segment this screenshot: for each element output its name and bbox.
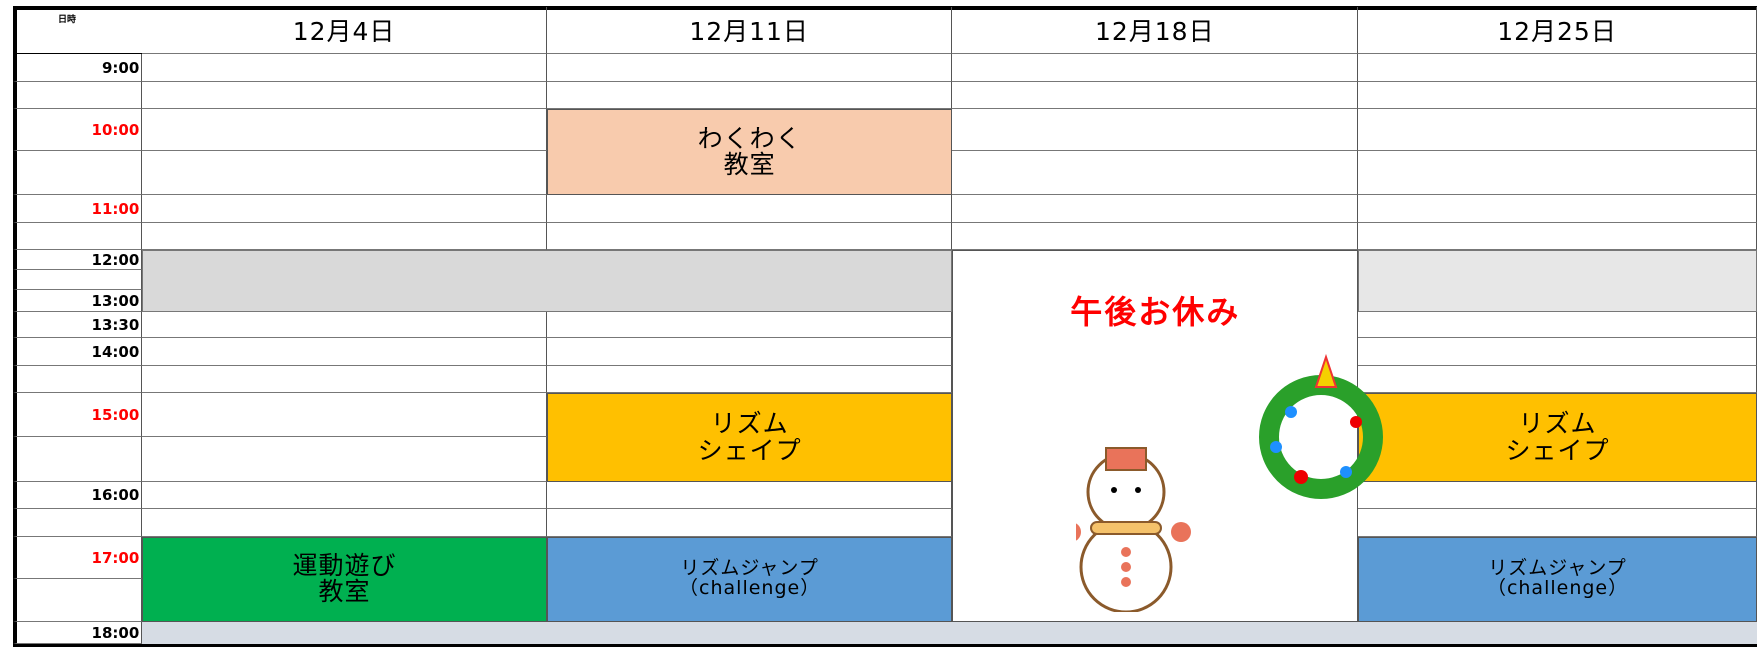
time-cell — [13, 338, 143, 367]
grid-cell — [546, 508, 953, 537]
grid-cell — [546, 222, 953, 250]
time-label: 18:00 — [91, 624, 140, 643]
time-label: 9:00 — [101, 58, 140, 77]
grid-cell — [546, 338, 953, 367]
time-cell — [13, 270, 143, 291]
event-block: わくわく 教室 — [546, 108, 953, 195]
snowman-wreath — [1060, 353, 1383, 614]
grid-cell — [546, 366, 953, 394]
time-cell — [13, 366, 143, 394]
time-cell — [13, 151, 143, 195]
time-label: 16:00 — [91, 486, 140, 505]
time-cell — [13, 311, 143, 339]
grid-cell — [952, 53, 1359, 82]
grid-cell — [952, 222, 1359, 250]
grid-cell — [142, 366, 547, 394]
grid-cell — [142, 437, 547, 482]
time-cell — [13, 621, 143, 645]
lunch-block — [1358, 249, 1757, 312]
grid-cell — [952, 194, 1359, 223]
grid-cell — [952, 108, 1359, 152]
time-label: 13:00 — [91, 291, 140, 310]
event-text: リズム — [1518, 409, 1597, 439]
event-text: 午後お休み — [1070, 292, 1241, 331]
grid-cell — [142, 481, 547, 509]
lunch-block — [142, 249, 953, 312]
grid-cell — [952, 81, 1359, 109]
event-text: シェイプ — [697, 435, 802, 465]
date-header: 12月18日 — [952, 6, 1359, 54]
grid-cell — [1358, 338, 1757, 367]
grid-cell — [952, 151, 1359, 195]
event-text: リズムジャンプ — [1488, 557, 1627, 580]
grid-cell — [142, 393, 547, 437]
time-cell — [13, 437, 143, 482]
time-cell — [13, 222, 143, 250]
date-header: 12月4日 — [142, 6, 547, 54]
event-block: リズムジャンプ （challenge） — [1358, 536, 1757, 622]
grid-cell — [546, 481, 953, 509]
time-cell — [13, 108, 143, 152]
closing-bar — [142, 621, 1757, 645]
time-cell — [13, 249, 143, 271]
time-label: 12:00 — [91, 250, 140, 269]
event-text: 教室 — [723, 149, 776, 179]
event-text: 教室 — [318, 577, 371, 607]
time-label: 10:00 — [91, 120, 140, 139]
grid-cell — [1358, 194, 1757, 223]
time-label: 13:30 — [91, 315, 140, 334]
grid-cell — [142, 81, 547, 109]
grid-cell — [142, 222, 547, 250]
event-block: 運動遊び 教室 — [142, 536, 547, 622]
decorations — [1060, 342, 1416, 614]
grid-cell — [142, 151, 547, 195]
event-text: わくわく — [697, 123, 802, 153]
time-cell — [13, 290, 143, 312]
grid-cell — [546, 194, 953, 223]
time-cell — [13, 481, 143, 509]
event-text: リズム — [710, 409, 789, 439]
grid-cell — [142, 108, 547, 152]
grid-cell — [1358, 366, 1757, 394]
date-header: 12月11日 — [546, 6, 953, 54]
corner-label: 日時 — [58, 15, 77, 25]
grid-cell — [1358, 53, 1757, 82]
grid-cell — [1358, 508, 1757, 537]
event-block: リズムジャンプ （challenge） — [546, 536, 953, 622]
grid-cell — [142, 338, 547, 367]
event-block: リズム シェイプ — [1358, 393, 1757, 482]
grid-cell — [142, 311, 547, 339]
time-label: 17:00 — [91, 549, 140, 568]
event-text: リズムジャンプ — [680, 557, 819, 580]
event-text: （challenge） — [1486, 577, 1629, 600]
grid-cell — [1358, 151, 1757, 195]
time-cell — [13, 536, 143, 580]
grid-cell — [546, 81, 953, 109]
time-cell — [13, 508, 143, 537]
grid-cell — [1358, 481, 1757, 509]
grid-cell — [1358, 222, 1757, 250]
grid-cell — [1358, 108, 1757, 152]
time-label: 15:00 — [91, 406, 140, 425]
time-cell — [13, 194, 143, 223]
grid-cell — [1358, 311, 1757, 339]
time-cell — [13, 393, 143, 437]
event-block: リズム シェイプ — [546, 393, 953, 482]
event-text: （challenge） — [679, 577, 821, 600]
grid-cell — [546, 53, 953, 82]
time-label: 11:00 — [91, 199, 140, 218]
event-text: 運動遊び — [292, 551, 397, 581]
time-cell — [13, 53, 143, 82]
time-cell — [13, 579, 143, 622]
grid-cell — [142, 508, 547, 537]
grid-cell — [142, 194, 547, 223]
event-text: シェイプ — [1505, 435, 1610, 465]
grid-cell — [546, 311, 953, 339]
grid-cell — [142, 53, 547, 82]
time-label: 14:00 — [91, 343, 140, 362]
date-header: 12月25日 — [1358, 6, 1757, 54]
grid-cell — [1358, 81, 1757, 109]
time-cell — [13, 81, 143, 109]
